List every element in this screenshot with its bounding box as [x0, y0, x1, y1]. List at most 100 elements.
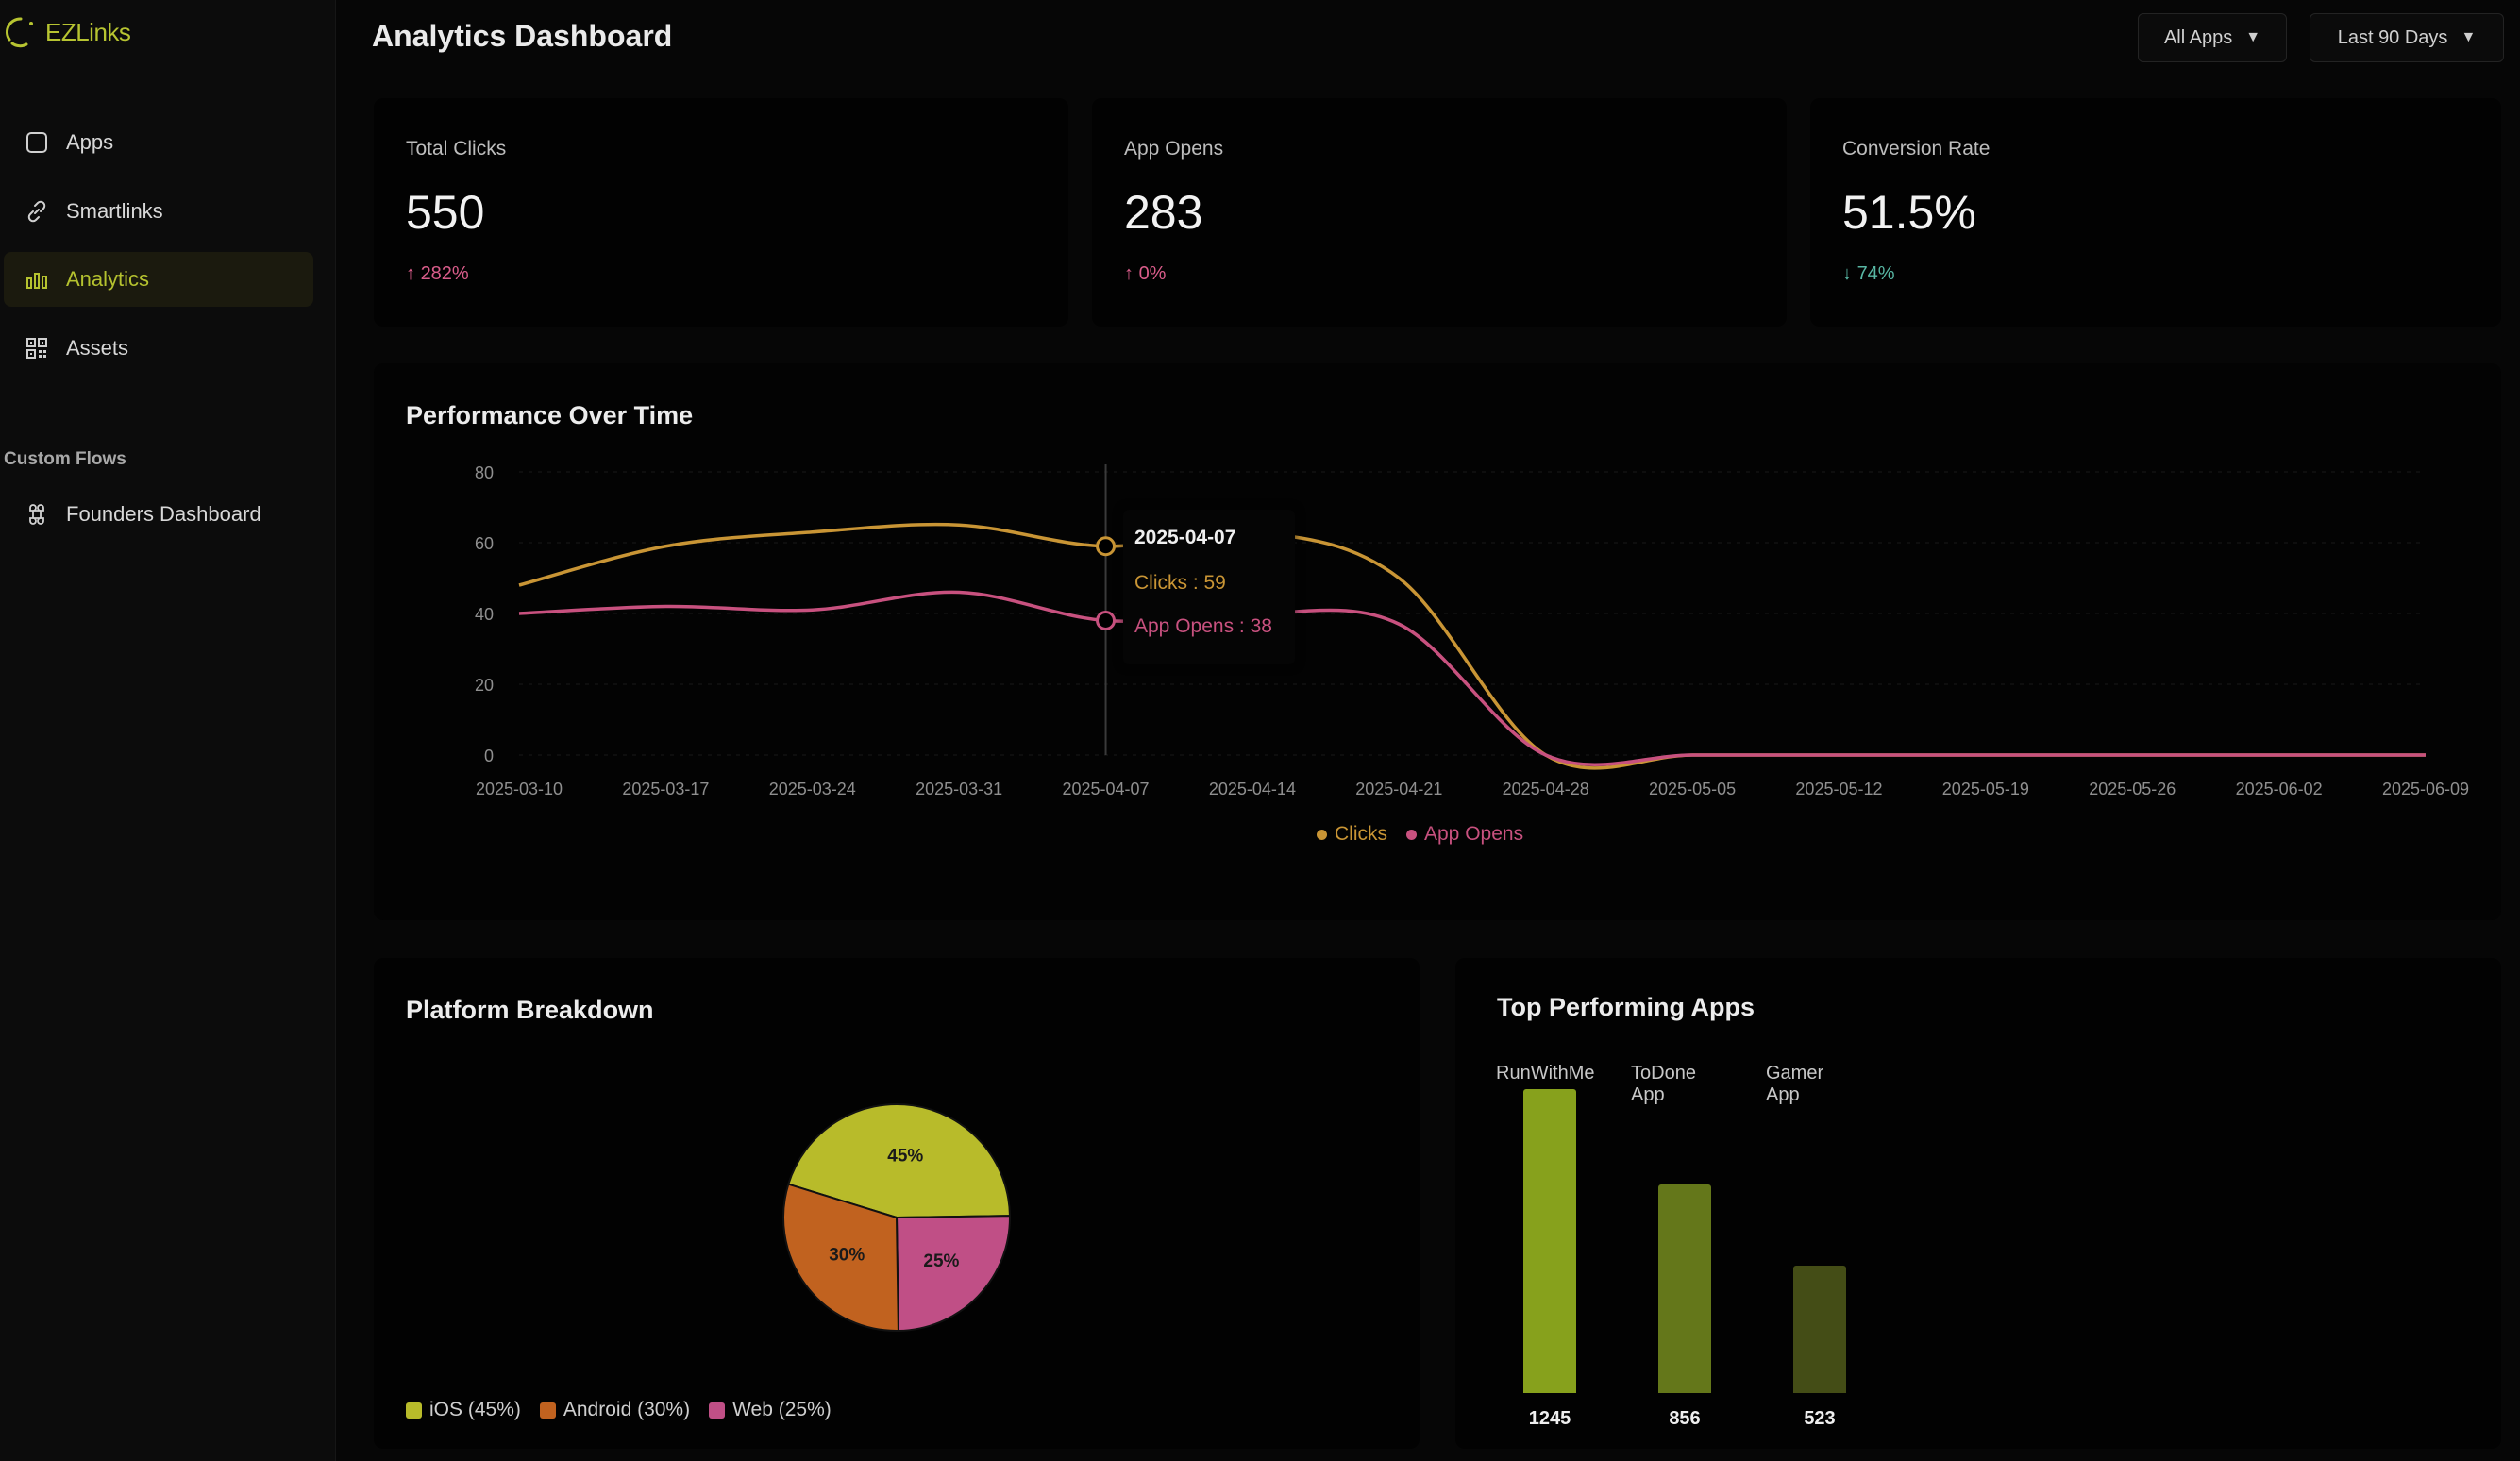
stat-change: ↑ 282%	[406, 263, 469, 285]
bar-category-label: RunWithMe	[1496, 1063, 1595, 1083]
app-filter-dropdown[interactable]: All Apps ▼	[2138, 13, 2287, 62]
sidebar-item-label: Assets	[66, 336, 129, 360]
legend-item-android[interactable]: Android (30%)	[539, 1399, 691, 1421]
performance-title: Performance Over Time	[406, 401, 694, 429]
bar-runwithme[interactable]	[1523, 1089, 1576, 1393]
sidebar-item-label: Smartlinks	[66, 199, 163, 223]
stat-value: 283	[1124, 186, 1203, 239]
bar-value-label: 523	[1804, 1408, 1836, 1429]
sidebar-item-smartlinks[interactable]: Smartlinks	[4, 184, 313, 239]
sidebar-item-label: Analytics	[66, 267, 150, 291]
stat-change-value: 282%	[420, 263, 469, 284]
x-tick-label: 2025-04-07	[1062, 780, 1149, 798]
caret-down-icon: ▼	[2245, 29, 2261, 45]
date-range-value: Last 90 Days	[2337, 26, 2448, 48]
square-icon	[26, 132, 47, 153]
pie-slice-label: 45%	[887, 1147, 923, 1167]
sidebar-item-label: Apps	[66, 130, 114, 154]
y-tick-label: 60	[475, 534, 494, 553]
performance-card	[374, 363, 2501, 920]
pie-slice-label: 30%	[829, 1246, 865, 1266]
x-tick-label: 2025-04-21	[1355, 780, 1442, 798]
y-tick-label: 20	[475, 676, 494, 695]
sidebar: EZLinks Apps Smartlinks Analytics Assets…	[0, 0, 336, 1461]
pie-slice-web[interactable]	[895, 1215, 1011, 1333]
legend-item-app-opens[interactable]: App Opens	[1406, 823, 1523, 846]
stat-card-total-clicks: Total Clicks 550 ↑ 282%	[374, 98, 1068, 327]
legend-item-ios[interactable]: iOS (45%)	[406, 1399, 521, 1421]
platform-pie-chart: 45% 25% 30%	[782, 1103, 1012, 1333]
legend-swatch-icon	[709, 1402, 726, 1419]
stat-change: ↓ 74%	[1842, 263, 1895, 285]
sidebar-item-label: Founders Dashboard	[66, 502, 261, 526]
legend-label: Android (30%)	[563, 1399, 691, 1420]
stat-label: Conversion Rate	[1842, 138, 1991, 160]
x-tick-label: 2025-04-14	[1209, 780, 1296, 798]
sidebar-item-apps[interactable]: Apps	[4, 115, 313, 170]
legend-item-web[interactable]: Web (25%)	[709, 1399, 832, 1421]
stat-label: Total Clicks	[406, 138, 507, 160]
pie-slice-label: 25%	[923, 1251, 959, 1271]
bar-category-label: ToDone App	[1631, 1063, 1696, 1105]
caret-down-icon: ▼	[2461, 29, 2477, 45]
legend-item-clicks[interactable]: Clicks	[1317, 823, 1387, 846]
stat-change-value: 0%	[1138, 263, 1167, 284]
legend-swatch-icon	[406, 1402, 422, 1419]
logo-spinner-icon	[6, 17, 33, 48]
stat-change-value: 74%	[1856, 263, 1895, 284]
y-tick-label: 0	[484, 747, 494, 765]
x-tick-label: 2025-05-26	[2089, 780, 2176, 798]
active-point[interactable]	[1096, 611, 1117, 630]
active-point[interactable]	[1096, 536, 1117, 557]
pie-slice-ios[interactable]	[787, 1103, 1012, 1219]
tooltip-clicks: Clicks : 59	[1134, 572, 1226, 594]
x-tick-label: 2025-05-19	[1942, 780, 2029, 798]
arrow-down-icon: ↓	[1842, 263, 1852, 284]
qr-code-icon	[26, 338, 47, 359]
top-apps-card	[1455, 958, 2501, 1449]
y-tick-label: 80	[475, 463, 494, 482]
bar-chart-icon	[26, 273, 47, 289]
platform-legend: iOS (45%) Android (30%) Web (25%)	[406, 1399, 832, 1421]
brand-logo[interactable]: EZLinks	[4, 15, 131, 49]
bar-gamer-app[interactable]	[1793, 1265, 1846, 1393]
stat-value: 51.5%	[1842, 186, 1976, 239]
chart-tooltip: 2025-04-07 Clicks : 59 App Opens : 38	[1123, 510, 1295, 664]
stat-label: App Opens	[1124, 138, 1224, 160]
x-tick-label: 2025-06-09	[2382, 780, 2469, 798]
stat-change: ↑ 0%	[1124, 263, 1166, 285]
stat-card-conversion-rate: Conversion Rate 51.5% ↓ 74%	[1810, 98, 2501, 327]
date-range-dropdown[interactable]: Last 90 Days ▼	[2310, 13, 2504, 62]
tooltip-app-opens: App Opens : 38	[1134, 615, 1272, 637]
bar-value-label: 1245	[1528, 1408, 1571, 1429]
link-icon	[27, 200, 46, 223]
x-tick-label: 2025-05-05	[1649, 780, 1736, 798]
bar-category-label: Gamer App	[1766, 1063, 1824, 1105]
platform-title: Platform Breakdown	[406, 996, 654, 1024]
custom-flows-heading: Custom Flows	[4, 449, 126, 469]
legend-label: Clicks	[1335, 823, 1387, 845]
pie-slice-android[interactable]	[782, 1183, 899, 1332]
sidebar-item-founders-dashboard[interactable]: Founders Dashboard	[4, 487, 313, 542]
sidebar-item-analytics[interactable]: Analytics	[4, 252, 313, 307]
x-tick-label: 2025-03-31	[916, 780, 1002, 798]
arrow-up-icon: ↑	[1124, 263, 1134, 284]
series-line-clicks[interactable]	[518, 522, 2426, 770]
arrow-up-icon: ↑	[406, 263, 415, 284]
legend-dot-icon	[1406, 829, 1417, 840]
x-tick-label: 2025-03-17	[622, 780, 709, 798]
legend-swatch-icon	[539, 1402, 556, 1419]
x-tick-label: 2025-04-28	[1503, 780, 1589, 798]
series-line-app-opens[interactable]	[518, 590, 2426, 766]
top-apps-title: Top Performing Apps	[1497, 993, 1755, 1021]
stat-value: 550	[406, 186, 485, 239]
tooltip-date: 2025-04-07	[1134, 527, 1236, 548]
y-tick-label: 40	[475, 605, 494, 624]
sidebar-item-assets[interactable]: Assets	[4, 321, 313, 376]
performance-legend: Clicks App Opens	[1317, 823, 1523, 846]
bar-todone-app[interactable]	[1658, 1184, 1711, 1393]
legend-dot-icon	[1317, 829, 1327, 840]
stat-card-app-opens: App Opens 283 ↑ 0%	[1092, 98, 1787, 327]
